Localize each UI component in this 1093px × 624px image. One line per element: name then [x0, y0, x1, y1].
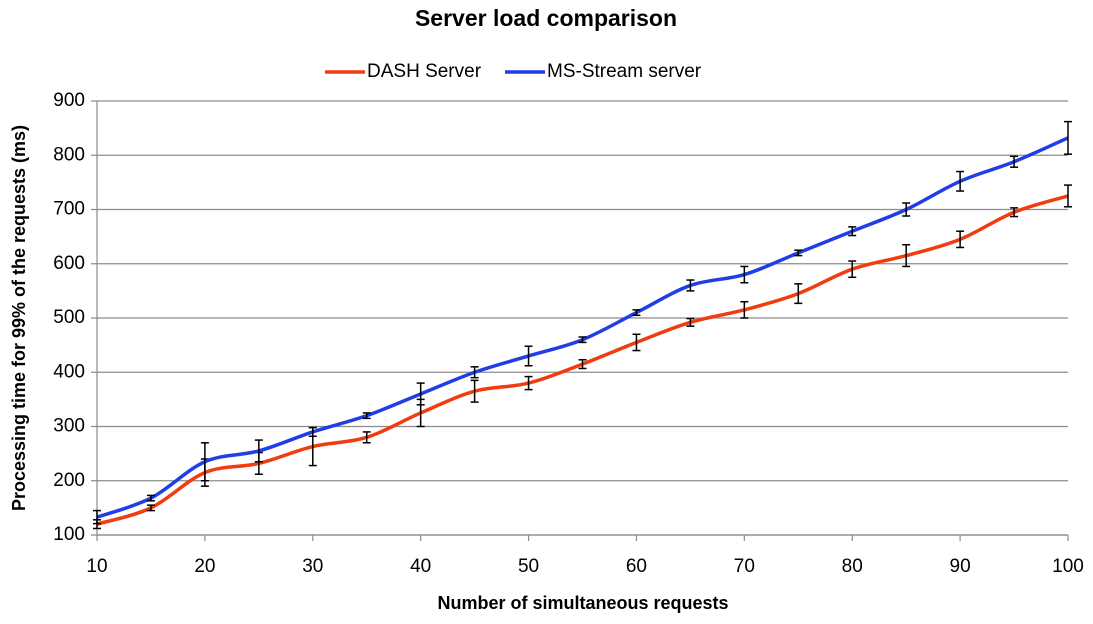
chart-title: Server load comparison	[415, 5, 677, 31]
error-bar	[146, 504, 155, 512]
error-bar	[794, 249, 803, 257]
x-tick-label: 50	[518, 556, 539, 577]
error-bar	[578, 336, 587, 344]
series-line	[96, 136, 1069, 519]
error-bar	[794, 283, 803, 305]
error-bar	[362, 412, 371, 420]
y-tick-label: 100	[53, 524, 85, 545]
error-bar	[1064, 184, 1072, 208]
y-tick-label: 700	[53, 199, 85, 220]
error-bar	[416, 382, 425, 406]
error-bar	[632, 309, 641, 317]
error-bar	[902, 202, 911, 217]
error-bar	[1010, 207, 1019, 218]
y-tick-label: 500	[53, 307, 85, 328]
error-bar	[1010, 155, 1019, 168]
error-bar	[848, 226, 857, 237]
error-bar	[632, 333, 641, 352]
y-tick-label: 900	[53, 90, 85, 111]
error-bar	[740, 265, 749, 284]
error-bar	[686, 279, 695, 292]
error-bar	[956, 170, 965, 192]
y-axis-label: Processing time for 99% of the requests …	[9, 125, 29, 511]
y-tick-label: 800	[53, 144, 85, 165]
x-tick-label: 70	[734, 556, 755, 577]
error-bar	[93, 509, 101, 525]
x-axis-label: Number of simultaneous requests	[437, 593, 728, 613]
y-tick-label: 600	[53, 253, 85, 274]
error-bar	[902, 244, 911, 268]
error-bar	[740, 300, 749, 319]
error-bar	[362, 431, 371, 444]
error-bar	[686, 317, 695, 327]
error-bar	[578, 359, 587, 370]
x-tick-label: 90	[950, 556, 971, 577]
y-tick-label: 200	[53, 470, 85, 491]
x-tick-label: 60	[626, 556, 647, 577]
error-bar	[254, 439, 263, 463]
legend-label: DASH Server	[367, 61, 482, 82]
error-bar	[524, 375, 533, 391]
y-tick-label: 400	[53, 361, 85, 382]
y-tick-label: 300	[53, 416, 85, 437]
error-bar	[470, 366, 479, 379]
legend-label: MS-Stream server	[547, 61, 702, 82]
error-bar	[308, 426, 317, 438]
x-tick-label: 100	[1052, 556, 1084, 577]
x-tick-label: 10	[86, 556, 107, 577]
x-tick-label: 80	[842, 556, 863, 577]
error-bar	[524, 345, 533, 367]
error-bar	[1064, 120, 1072, 155]
x-tick-label: 20	[194, 556, 215, 577]
error-bar	[146, 494, 155, 502]
error-bar	[848, 260, 857, 279]
x-tick-label: 30	[302, 556, 323, 577]
error-bar	[470, 379, 479, 403]
error-bar	[956, 230, 965, 249]
x-tick-label: 40	[410, 556, 431, 577]
error-bar	[200, 442, 209, 482]
